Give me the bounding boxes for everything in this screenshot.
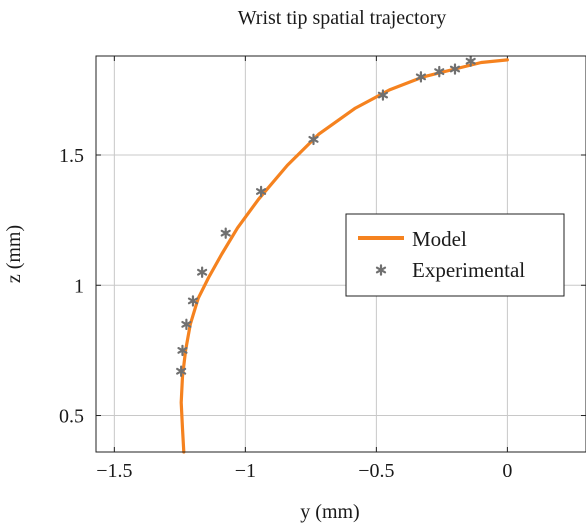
experimental-point — [415, 71, 427, 83]
legend: Model Experimental — [345, 213, 565, 297]
experimental-point — [187, 295, 199, 307]
y-tick-label: 1.5 — [59, 145, 84, 167]
model-line — [179, 58, 509, 454]
legend-experimental-swatch — [375, 264, 387, 276]
legend-box — [345, 213, 565, 297]
y-tick-label: 1 — [74, 275, 84, 297]
x-tick-label: −1.5 — [96, 460, 132, 482]
x-tick-label: 0 — [502, 460, 512, 482]
x-tick-label: −0.5 — [358, 460, 394, 482]
experimental-point — [181, 318, 192, 331]
x-axis-label: y (mm) — [300, 501, 359, 523]
axis-ticks: −1.5 −1 −0.5 0 0.5 1 1.5 — [59, 56, 586, 482]
legend-star-marker — [375, 264, 387, 276]
experimental-point — [434, 65, 445, 78]
grid — [96, 56, 586, 452]
legend-experimental-label: Experimental — [412, 258, 525, 282]
chart-title: Wrist tip spatial trajectory — [238, 7, 447, 29]
plot-frame — [95, 55, 586, 453]
x-tick-label: −1 — [235, 460, 256, 482]
experimental-point — [465, 55, 476, 67]
series-layer — [176, 55, 509, 454]
experimental-point — [308, 133, 319, 146]
y-axis-label: z (mm) — [3, 225, 25, 283]
experimental-point — [449, 63, 461, 75]
y-tick-label: 0.5 — [59, 406, 84, 428]
legend-model-label: Model — [412, 227, 467, 251]
experimental-point — [177, 344, 188, 357]
experimental-point — [220, 227, 231, 239]
experimental-point — [197, 266, 208, 278]
experimental-point — [377, 89, 389, 101]
experimental-point — [176, 365, 187, 377]
experimental-point — [255, 185, 267, 198]
